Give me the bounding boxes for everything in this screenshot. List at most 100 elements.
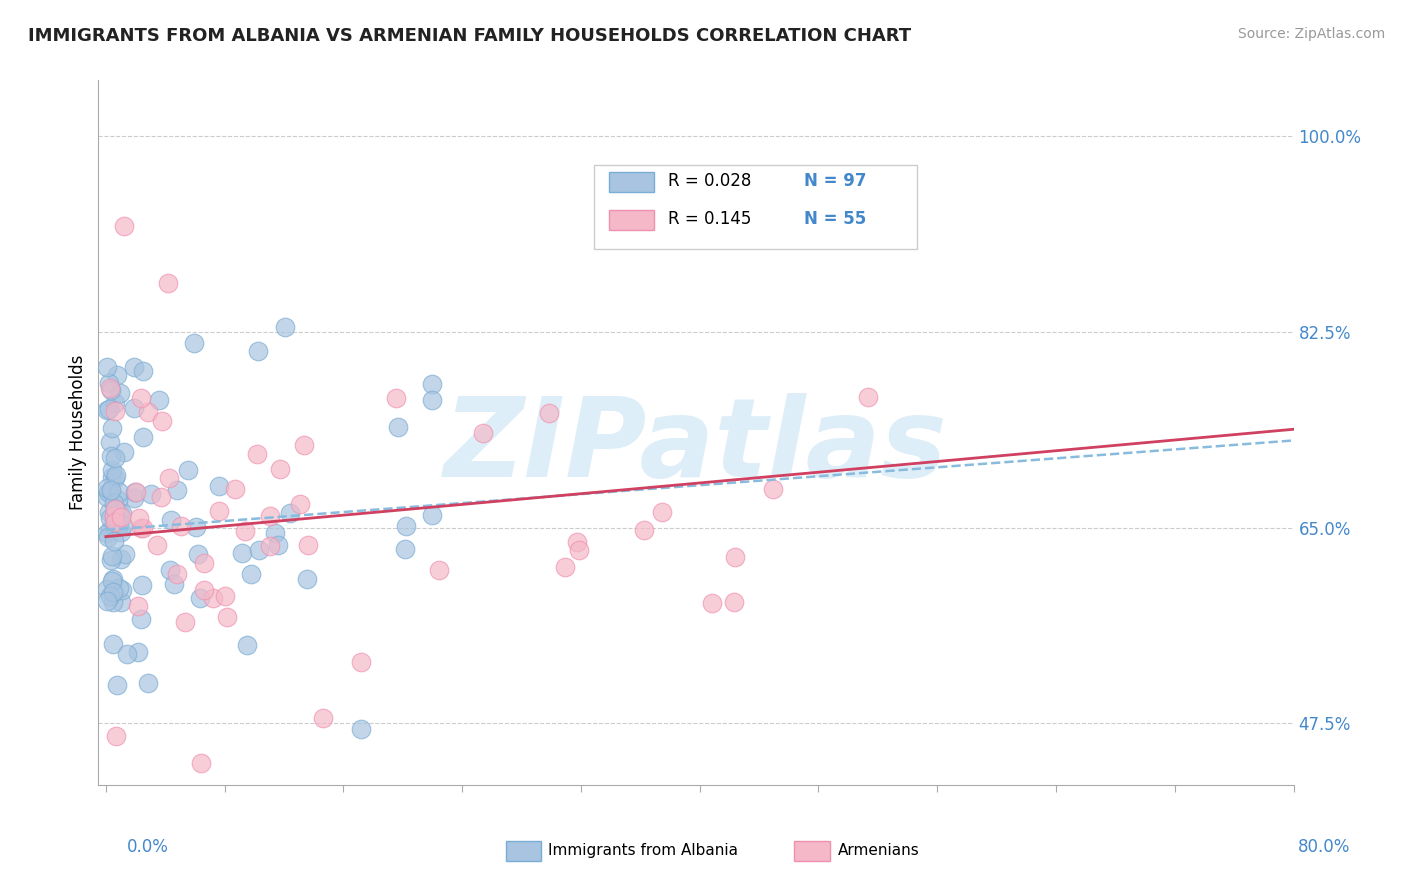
Point xyxy=(160,513,183,527)
Point xyxy=(159,563,181,577)
Text: Armenians: Armenians xyxy=(838,844,920,858)
Point xyxy=(98,434,121,449)
Point xyxy=(170,518,193,533)
Point xyxy=(177,462,200,476)
Text: Source: ZipAtlas.com: Source: ZipAtlas.com xyxy=(1237,27,1385,41)
Point xyxy=(471,425,494,440)
Point xyxy=(762,482,785,496)
Point xyxy=(101,463,124,477)
Point xyxy=(236,638,259,652)
Point xyxy=(246,447,269,461)
Point xyxy=(149,490,172,504)
Point xyxy=(104,470,127,484)
Text: R = 0.028: R = 0.028 xyxy=(668,172,752,190)
Point xyxy=(110,525,132,540)
Point xyxy=(145,538,167,552)
Point xyxy=(111,506,134,520)
Point xyxy=(247,343,270,358)
Point xyxy=(724,550,747,565)
Point xyxy=(856,390,879,404)
Point xyxy=(187,547,209,561)
Point xyxy=(122,359,145,374)
Point xyxy=(163,577,186,591)
Point xyxy=(96,359,118,374)
Point xyxy=(107,485,129,500)
Point xyxy=(128,511,150,525)
Point xyxy=(104,403,127,417)
Point xyxy=(651,505,673,519)
Point xyxy=(233,524,256,538)
Point xyxy=(103,572,125,586)
Point xyxy=(98,483,121,498)
Point xyxy=(129,520,152,534)
Point xyxy=(127,644,149,658)
Point xyxy=(96,525,118,540)
Point xyxy=(127,599,149,614)
Text: 80.0%: 80.0% xyxy=(1298,838,1350,856)
Point xyxy=(136,676,159,690)
Point xyxy=(104,468,127,483)
Point xyxy=(633,523,655,537)
Point xyxy=(101,584,124,599)
Point xyxy=(295,572,318,586)
Point xyxy=(395,519,418,533)
Text: R = 0.145: R = 0.145 xyxy=(668,211,752,228)
Point xyxy=(350,655,373,669)
Point xyxy=(105,368,128,382)
Point xyxy=(422,508,444,522)
Point xyxy=(174,615,197,629)
Point xyxy=(193,582,215,597)
Point xyxy=(700,596,723,610)
Point xyxy=(105,729,128,743)
Point xyxy=(264,526,287,541)
Point xyxy=(100,483,122,497)
Point xyxy=(100,549,122,563)
Point xyxy=(100,450,122,464)
Point xyxy=(103,496,125,510)
Point xyxy=(193,556,215,570)
Point xyxy=(537,406,560,420)
Point xyxy=(422,377,444,392)
Point xyxy=(394,541,416,556)
Point xyxy=(239,566,262,581)
Point xyxy=(201,591,224,606)
Point xyxy=(112,518,135,533)
Point xyxy=(131,612,153,626)
Point xyxy=(565,535,588,549)
Point xyxy=(108,518,131,533)
Point xyxy=(132,430,155,444)
Point xyxy=(97,401,120,416)
Point xyxy=(215,610,238,624)
Point xyxy=(269,462,291,476)
Point xyxy=(114,548,136,562)
Point xyxy=(214,589,236,603)
Point xyxy=(97,505,120,519)
Point xyxy=(104,396,127,410)
Point xyxy=(274,320,297,334)
Point xyxy=(568,542,591,557)
Point xyxy=(97,530,120,544)
Text: N = 55: N = 55 xyxy=(804,211,866,228)
Point xyxy=(96,594,118,608)
Point xyxy=(132,521,155,535)
FancyBboxPatch shape xyxy=(609,210,654,229)
Point xyxy=(96,403,118,417)
Point xyxy=(247,542,270,557)
Point xyxy=(141,487,163,501)
Point xyxy=(157,471,180,485)
Point xyxy=(148,392,170,407)
Point xyxy=(101,470,124,484)
Point xyxy=(150,414,173,428)
Point xyxy=(101,574,124,589)
Point xyxy=(224,483,246,497)
Point xyxy=(312,711,335,725)
Point xyxy=(278,506,301,520)
Point xyxy=(125,485,148,500)
Point xyxy=(188,591,211,605)
Text: ZIPatlas: ZIPatlas xyxy=(444,393,948,500)
Point xyxy=(103,534,125,549)
Point xyxy=(97,376,120,390)
Point xyxy=(112,219,135,233)
Text: Immigrants from Albania: Immigrants from Albania xyxy=(548,844,738,858)
Point xyxy=(124,401,146,415)
